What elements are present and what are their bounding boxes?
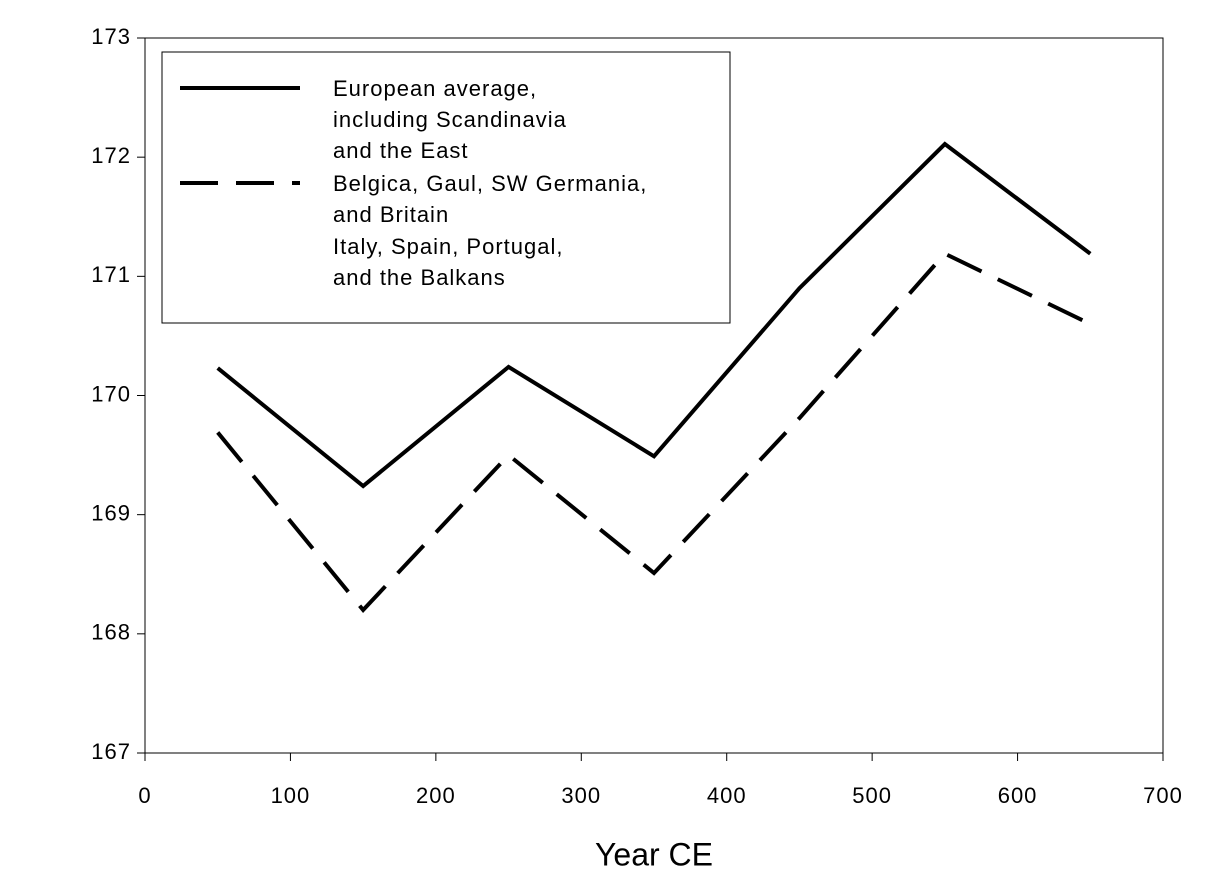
y-tick-label: 171 (91, 262, 131, 287)
x-tick-label: 100 (271, 783, 311, 808)
y-tick-label: 167 (91, 739, 131, 764)
x-tick-label: 200 (416, 783, 456, 808)
x-tick-label: 400 (707, 783, 747, 808)
series-line (216, 251, 1092, 614)
legend-box (161, 51, 731, 324)
y-tick-label: 173 (91, 24, 131, 49)
y-tick-label: 170 (91, 381, 131, 406)
x-tick-label: 0 (138, 783, 151, 808)
x-tick-label: 500 (852, 783, 892, 808)
legend-label: Belgica, Gaul, SW Germania, and Britain (333, 171, 648, 227)
x-tick-label: 300 (561, 783, 601, 808)
y-tick-label: 172 (91, 143, 131, 168)
series-line (216, 141, 1092, 489)
x-tick-label: 600 (998, 783, 1038, 808)
legend-label: European average, including Scandinavia … (333, 76, 567, 163)
y-tick-label: 168 (91, 620, 131, 645)
x-tick-label: 700 (1143, 783, 1183, 808)
legend-label: Italy, Spain, Portugal, and the Balkans (333, 234, 564, 290)
y-tick-label: 169 (91, 500, 131, 525)
x-axis-label: Year CE (595, 836, 713, 872)
